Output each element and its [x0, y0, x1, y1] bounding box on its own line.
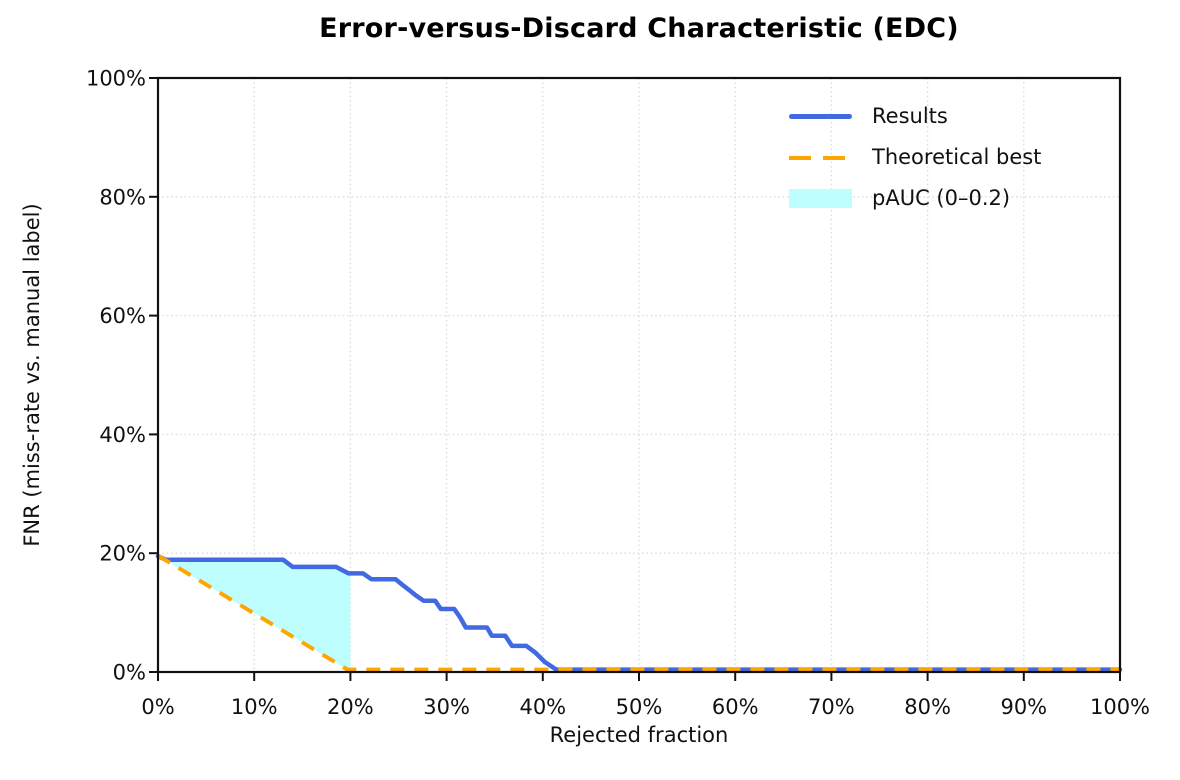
x-tick-label: 70% — [808, 695, 855, 719]
results-line-swatch — [789, 114, 852, 119]
legend-item-results: Results — [789, 101, 1041, 132]
x-tick-label: 40% — [519, 695, 566, 719]
x-tick-label: 20% — [327, 695, 374, 719]
y-tick-label: 80% — [99, 185, 146, 209]
y-tick-label: 60% — [99, 304, 146, 328]
y-tick-label: 100% — [86, 67, 146, 91]
x-tick-label: 90% — [1000, 695, 1047, 719]
theoretical-best-line-swatch — [789, 155, 852, 160]
x-tick-label: 50% — [616, 695, 663, 719]
x-tick-label: 10% — [231, 695, 278, 719]
y-axis-label: FNR (miss-rate vs. manual label) — [20, 203, 44, 547]
x-tick-label: 80% — [904, 695, 951, 719]
plot-frame — [156, 76, 1122, 674]
x-axis-label: Rejected fraction — [549, 723, 729, 747]
pauc-patch-swatch — [789, 189, 852, 208]
legend-label-results: Results — [872, 104, 948, 128]
legend-label-pauc: pAUC (0–0.2) — [872, 186, 1011, 210]
chart-title: Error-versus-Discard Characteristic (EDC… — [319, 13, 959, 44]
legend: Results Theoretical best pAUC (0–0.2) — [789, 101, 1041, 214]
legend-item-pauc: pAUC (0–0.2) — [789, 183, 1041, 214]
theoretical-best-line — [156, 553, 1120, 672]
y-tick-label: 40% — [99, 423, 146, 447]
results-line — [155, 553, 1123, 672]
x-tick-label: 30% — [423, 695, 470, 719]
y-tick-label: 20% — [99, 542, 146, 566]
x-tick-label: 100% — [1090, 695, 1150, 719]
x-tick-label: 0% — [141, 695, 174, 719]
y-tick-label: 0% — [113, 661, 146, 685]
x-tick-label: 60% — [712, 695, 759, 719]
legend-item-theoretical-best: Theoretical best — [789, 142, 1041, 173]
legend-label-theoretical-best: Theoretical best — [872, 145, 1042, 169]
